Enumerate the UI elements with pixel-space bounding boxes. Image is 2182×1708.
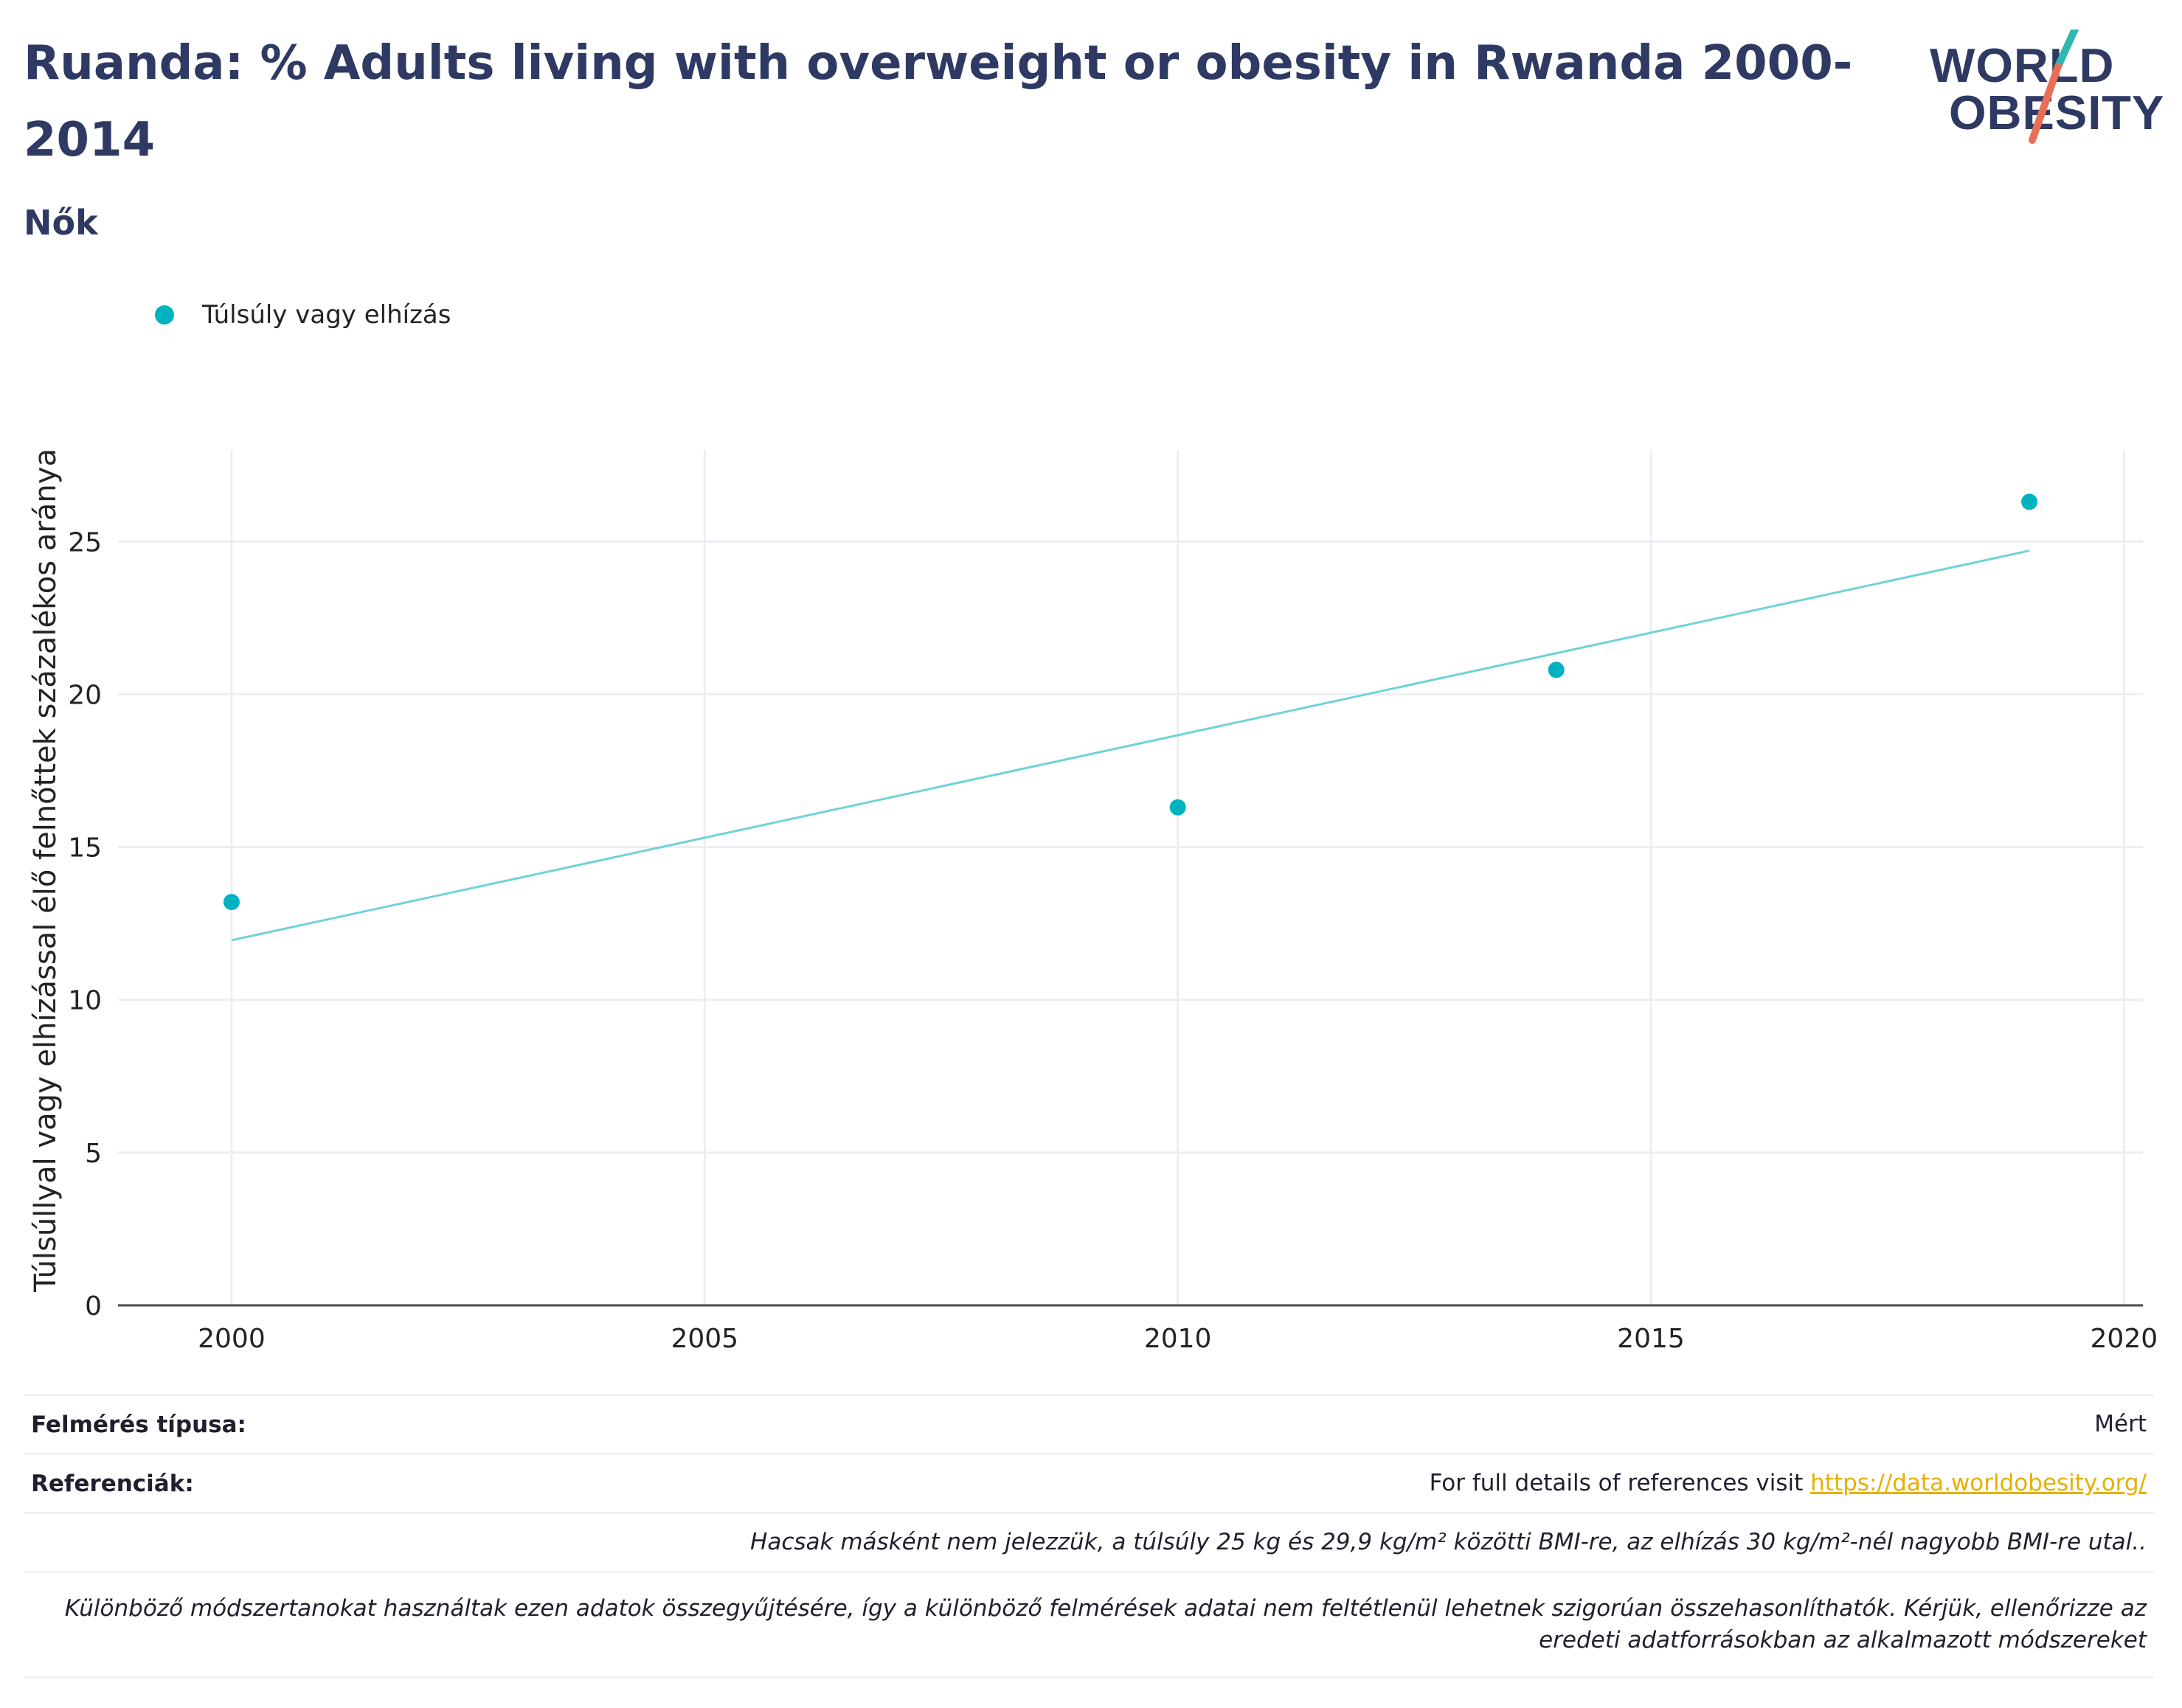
- references-row: Referenciák: For full details of referen…: [24, 1453, 2154, 1512]
- survey-type-label: Felmérés típusa:: [31, 1411, 246, 1438]
- legend-label: Túlsúly vagy elhízás: [202, 300, 451, 330]
- scatter-chart: 0 5 10 15 20 25 2000 2005 2010 2015 2020: [68, 450, 2158, 1354]
- data-point: [1548, 662, 1565, 678]
- y-axis-title: Túlsúllyal vagy elhízással élő felnőttek…: [29, 448, 63, 1292]
- references-value: For full details of references visit htt…: [1430, 1468, 2147, 1499]
- references-label: Referenciák:: [31, 1470, 194, 1497]
- definition-note: Hacsak másként nem jelezzük, a túlsúly 2…: [750, 1528, 2147, 1555]
- logo-bottom-text: OBESITY: [1949, 86, 2165, 139]
- chart-title: Ruanda: % Adults living with overweight …: [24, 36, 1853, 167]
- x-tick-label: 2005: [671, 1324, 738, 1354]
- logo-slash-icon: [2029, 29, 2079, 144]
- x-tick-label: 2010: [1144, 1324, 1212, 1354]
- y-tick-label: 15: [68, 833, 102, 864]
- data-point: [223, 894, 240, 911]
- methodology-row: Különböző módszertanokat használtak ezen…: [24, 1571, 2154, 1679]
- references-link[interactable]: https://data.worldobesity.org/: [1810, 1469, 2147, 1496]
- y-tick-label: 10: [68, 986, 102, 1016]
- x-tick-label: 2020: [2091, 1324, 2158, 1354]
- y-tick-label: 0: [85, 1291, 102, 1322]
- chart-subtitle: Nők: [24, 203, 98, 243]
- references-text: For full details of references visit: [1429, 1469, 1804, 1496]
- y-tick-label: 25: [68, 527, 102, 558]
- definition-row: Hacsak másként nem jelezzük, a túlsúly 2…: [24, 1512, 2154, 1571]
- x-tick-label: 2015: [1617, 1324, 1685, 1354]
- survey-type-row: Felmérés típusa: Mért: [24, 1394, 2154, 1453]
- trend-line: [231, 549, 2030, 942]
- y-tick-label: 20: [68, 680, 102, 710]
- methodology-note: Különböző módszertanokat használtak ezen…: [64, 1594, 2147, 1653]
- world-obesity-logo: WORLD OBESITY: [1918, 29, 2165, 155]
- legend-marker: [155, 305, 174, 324]
- data-point: [2021, 493, 2038, 510]
- chart-area: 0 5 10 15 20 25 2000 2005 2010 2015 2020: [0, 413, 2182, 1372]
- data-point: [1169, 799, 1186, 816]
- logo-top-text: WORLD: [1930, 38, 2115, 92]
- chart-header: Ruanda: % Adults living with overweight …: [24, 25, 1883, 178]
- chart-legend: Túlsúly vagy elhízás: [155, 300, 451, 330]
- y-tick-label: 5: [85, 1139, 102, 1169]
- survey-type-value: Mért: [2094, 1410, 2147, 1437]
- x-tick-label: 2000: [198, 1324, 266, 1354]
- chart-footer: Felmérés típusa: Mért Referenciák: For f…: [24, 1394, 2154, 1679]
